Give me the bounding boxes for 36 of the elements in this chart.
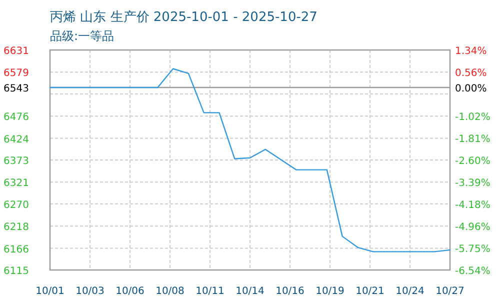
- x-tick-label: 10/08: [156, 286, 184, 297]
- y2-tick-label: 0.56%: [455, 68, 487, 79]
- y-tick-label: 6321: [4, 178, 29, 190]
- y-tick-label: 6270: [4, 200, 29, 211]
- chart-subtitle: 品级:一等品: [50, 29, 114, 43]
- x-tick-label: 10/03: [76, 286, 104, 297]
- x-tick-label: 10/27: [436, 286, 464, 297]
- y2-tick-label: -1.81%: [455, 134, 490, 145]
- y-tick-label: 6579: [4, 68, 29, 80]
- x-tick-label: 10/19: [316, 286, 344, 297]
- y-tick-label: 6373: [4, 156, 29, 167]
- x-tick-label: 10/16: [276, 286, 304, 297]
- line-series: [49, 68, 451, 252]
- y-tick-label: 6543: [4, 84, 29, 95]
- y2-tick-label: 0.00%: [455, 83, 487, 94]
- x-tick-label: 10/06: [116, 286, 144, 297]
- y2-tick-label: -4.18%: [455, 200, 490, 212]
- y-tick-label: 6115: [4, 266, 29, 277]
- chart-title: 丙烯 山东 生产价 2025-10-01 - 2025-10-27: [50, 10, 318, 25]
- y-tick-label: 6218: [4, 222, 29, 234]
- x-tick-label: 10/01: [36, 286, 64, 297]
- x-tick-label: 10/14: [236, 286, 264, 297]
- y-tick-label: 6631: [4, 46, 29, 57]
- y2-tick-label: -2.60%: [455, 156, 490, 167]
- y-tick-label: 6424: [4, 134, 29, 146]
- x-tick-label: 10/24: [396, 286, 424, 297]
- x-tick-label: 10/11: [196, 286, 224, 297]
- y2-tick-label: -6.54%: [455, 266, 490, 277]
- y2-tick-label: -1.02%: [455, 112, 490, 123]
- y2-tick-label: -5.75%: [455, 244, 490, 255]
- y-tick-label: 6166: [4, 244, 29, 256]
- y-tick-label: 6476: [4, 112, 29, 124]
- y2-tick-label: -4.96%: [455, 222, 490, 233]
- y2-tick-label: 1.34%: [455, 46, 487, 57]
- x-tick-label: 10/21: [356, 286, 384, 297]
- y2-tick-label: -3.39%: [455, 178, 490, 190]
